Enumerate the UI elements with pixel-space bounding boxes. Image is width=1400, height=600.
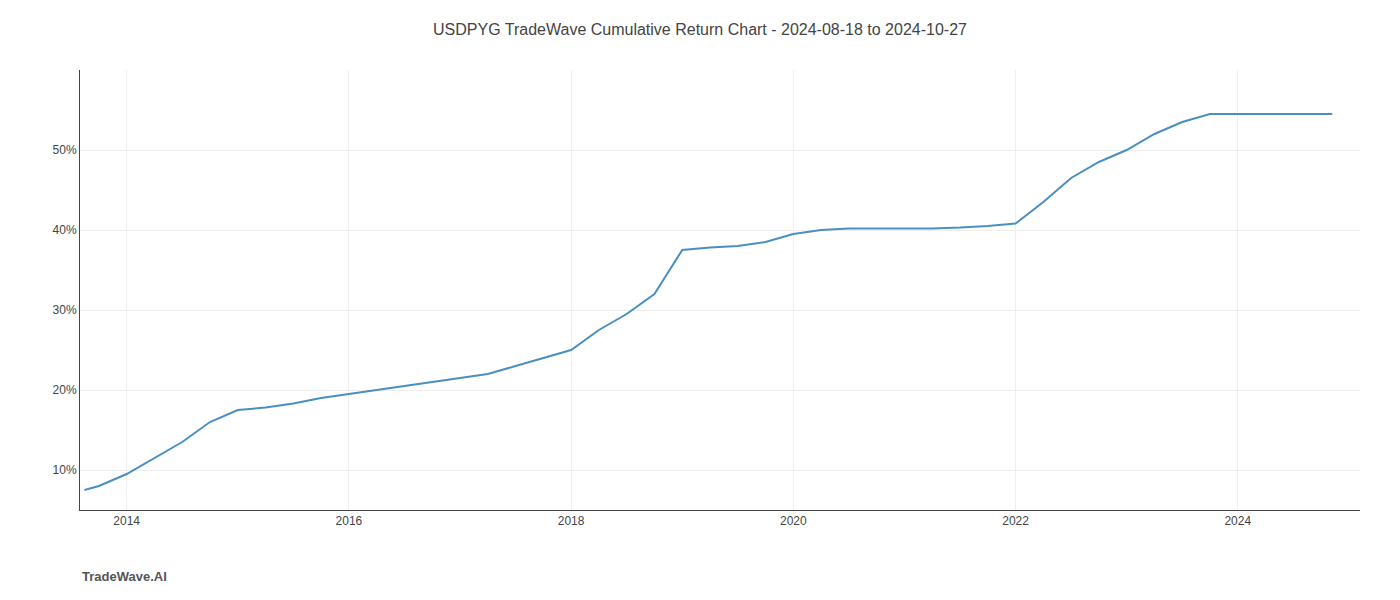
svg-text:2016: 2016: [336, 514, 363, 528]
svg-text:10%: 10%: [53, 463, 77, 477]
svg-text:20%: 20%: [53, 383, 77, 397]
svg-text:2018: 2018: [558, 514, 585, 528]
svg-text:2024: 2024: [1224, 514, 1251, 528]
svg-text:2022: 2022: [1002, 514, 1029, 528]
svg-text:2014: 2014: [113, 514, 140, 528]
svg-text:30%: 30%: [53, 303, 77, 317]
svg-text:40%: 40%: [53, 223, 77, 237]
svg-text:2020: 2020: [780, 514, 807, 528]
svg-text:50%: 50%: [53, 143, 77, 157]
svg-text:TradeWave.AI: TradeWave.AI: [82, 569, 167, 584]
svg-text:USDPYG TradeWave Cumulative Re: USDPYG TradeWave Cumulative Return Chart…: [433, 21, 967, 38]
